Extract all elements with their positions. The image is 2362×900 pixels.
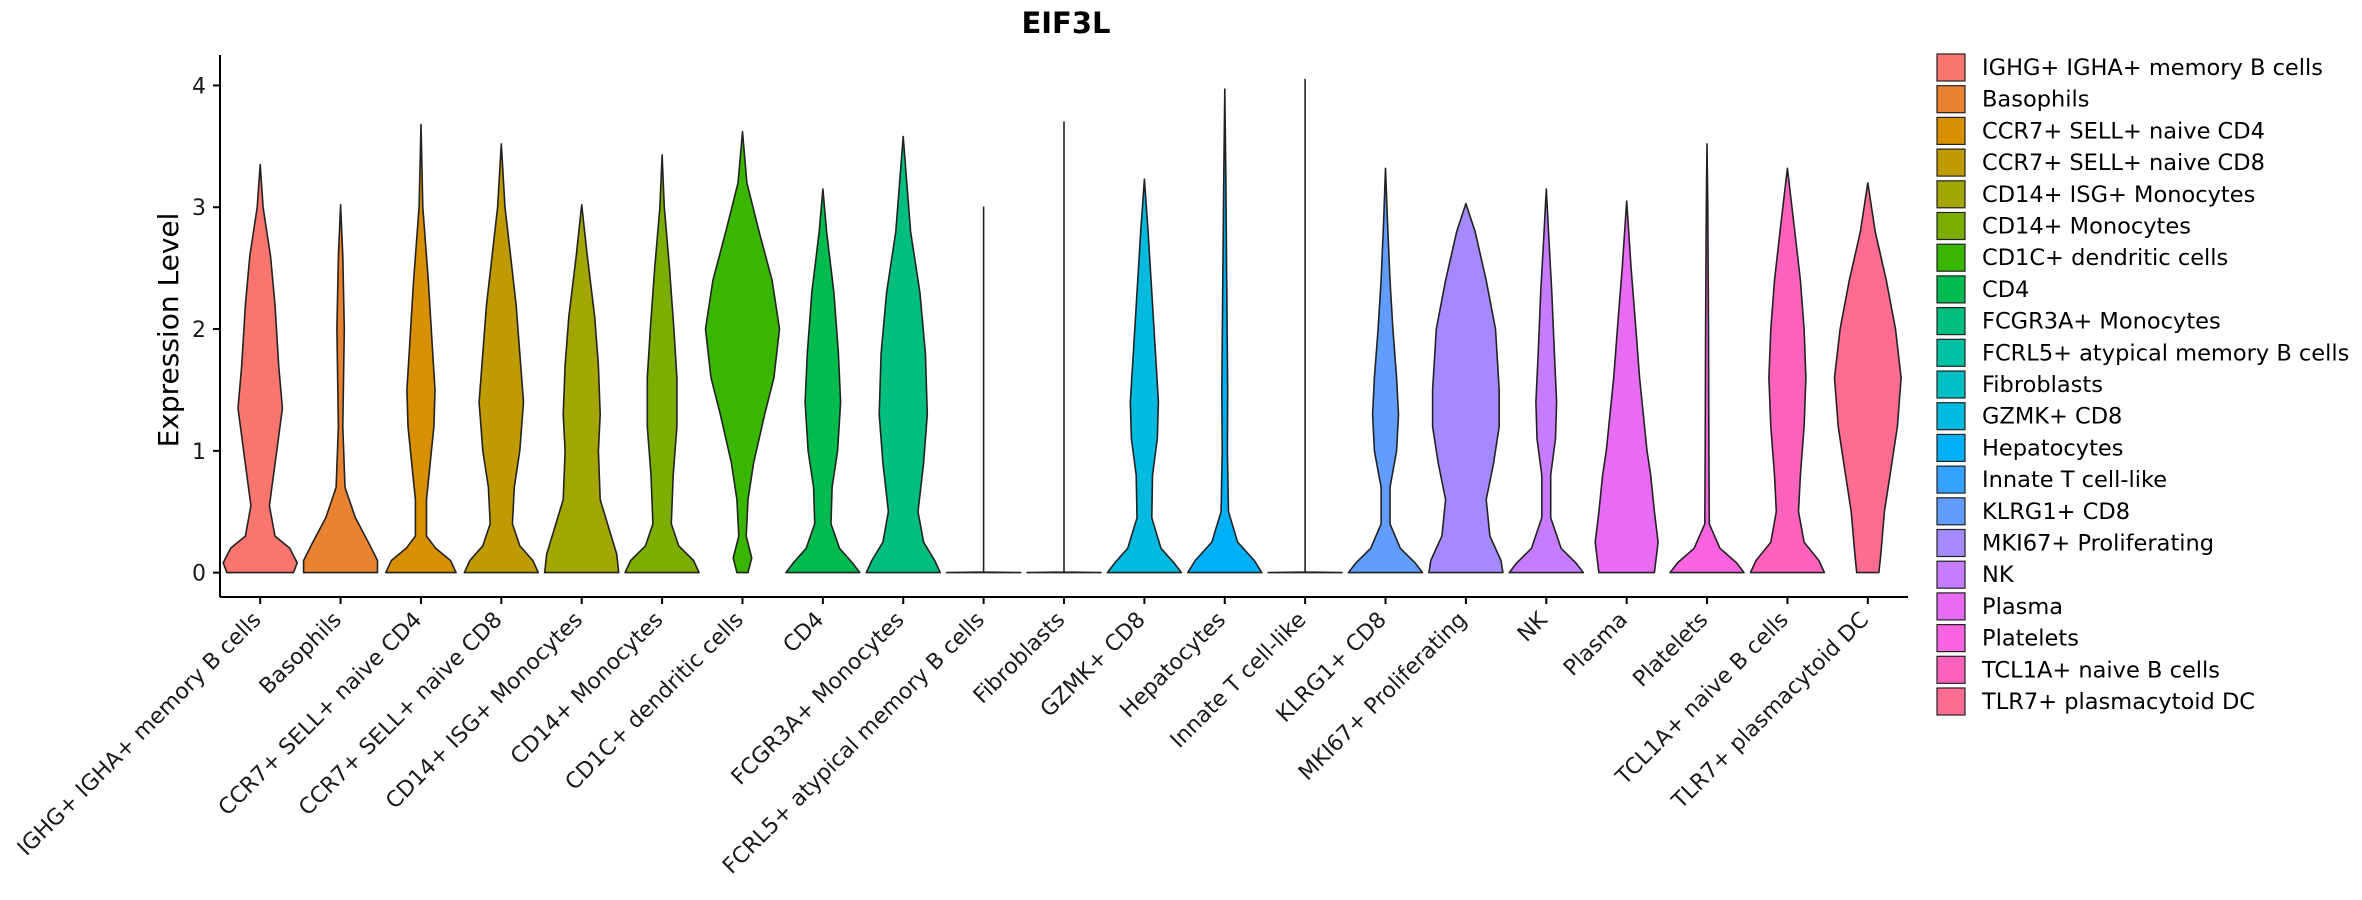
legend: IGHG+ IGHA+ memory B cells Basophils CCR7+… bbox=[1936, 53, 2349, 716]
legend-label-plasma: Plasma bbox=[1982, 594, 2063, 620]
x-tick-label-nk: NK bbox=[1513, 607, 1553, 647]
legend-swatch-ccr7-sell-naive-cd8 bbox=[1936, 148, 1966, 177]
y-tick-label: 2 bbox=[192, 318, 206, 343]
violin-gzmk-cd8 bbox=[1106, 178, 1183, 574]
violin-nk bbox=[1508, 188, 1585, 574]
legend-label-tcl1a-naive-b-cells: TCL1A+ naive B cells bbox=[1981, 657, 2220, 683]
legend-label-cd14-isg-monocytes: CD14+ ISG+ Monocytes bbox=[1982, 182, 2255, 208]
x-tick-label-plasma: Plasma bbox=[1559, 608, 1633, 682]
legend-swatch-fcrl5-atypical-memory-b-cells bbox=[1936, 338, 1966, 367]
violin-fcrl5-atypical-memory-b-cells bbox=[945, 206, 1022, 574]
legend-swatch-nk bbox=[1936, 560, 1966, 589]
legend-label-ccr7-sell-naive-cd8: CCR7+ SELL+ naive CD8 bbox=[1982, 150, 2265, 176]
violins-group bbox=[222, 78, 1902, 574]
x-tick-label-cd4: CD4 bbox=[779, 608, 829, 658]
x-tick-label-platelets: Platelets bbox=[1629, 608, 1714, 693]
legend-label-ighg-igha-memory-b-cells: IGHG+ IGHA+ memory B cells bbox=[1982, 55, 2323, 81]
chart-title: EIF3L bbox=[1021, 6, 1110, 40]
legend-swatch-klrg1-cd8 bbox=[1936, 497, 1966, 526]
violin-hepatocytes bbox=[1187, 88, 1263, 574]
legend-label-fibroblasts: Fibroblasts bbox=[1982, 372, 2103, 398]
legend-label-fcgr3a-monocytes: FCGR3A+ Monocytes bbox=[1982, 309, 2221, 335]
x-tick-label-ighg-igha-memory-b-cells: IGHG+ IGHA+ memory B cells bbox=[13, 608, 266, 861]
legend-label-gzmk-cd8: GZMK+ CD8 bbox=[1982, 404, 2122, 430]
legend-label-cd4: CD4 bbox=[1982, 277, 2029, 303]
legend-swatch-cd14-monocytes bbox=[1936, 211, 1966, 241]
legend-swatch-hepatocytes bbox=[1936, 433, 1966, 462]
violin-cd14-monocytes bbox=[624, 154, 700, 574]
legend-swatch-platelets bbox=[1936, 623, 1966, 653]
violin-innate-t-cell-like bbox=[1267, 78, 1343, 574]
legend-label-hepatocytes: Hepatocytes bbox=[1982, 435, 2124, 461]
legend-swatch-tcl1a-naive-b-cells bbox=[1936, 655, 1966, 684]
y-tick-label: 1 bbox=[192, 440, 206, 465]
x-tick-label-mki67-proliferating: MKI67+ Proliferating bbox=[1294, 608, 1472, 786]
y-axis-label: Expression Level bbox=[152, 213, 185, 448]
x-tick-label-cd14-monocytes: CD14+ Monocytes bbox=[506, 608, 668, 770]
x-tick-label-innate-t-cell-like: Innate T cell-like bbox=[1166, 608, 1312, 754]
violin-cd14-isg-monocytes bbox=[543, 204, 620, 574]
legend-label-klrg1-cd8: KLRG1+ CD8 bbox=[1982, 499, 2130, 525]
y-tick-label: 4 bbox=[192, 74, 206, 99]
legend-label-fcrl5-atypical-memory-b-cells: FCRL5+ atypical memory B cells bbox=[1982, 340, 2349, 366]
legend-swatch-cd14-isg-monocytes bbox=[1936, 180, 1966, 209]
violin-ccr7-sell-naive-cd8 bbox=[463, 143, 540, 574]
legend-label-tlr7-plasmacytoid-dc: TLR7+ plasmacytoid DC bbox=[1981, 689, 2255, 715]
legend-swatch-tlr7-plasmacytoid-dc bbox=[1936, 687, 1966, 716]
y-tick-label: 0 bbox=[192, 562, 206, 587]
violin-fcgr3a-monocytes bbox=[865, 135, 941, 574]
legend-label-mki67-proliferating: MKI67+ Proliferating bbox=[1982, 531, 2214, 557]
violin-fibroblasts bbox=[1026, 121, 1102, 574]
violin-mki67-proliferating bbox=[1428, 202, 1504, 574]
x-ticks-group: IGHG+ IGHA+ memory B cellsBasophilsCCR7+… bbox=[13, 597, 1874, 879]
legend-swatch-innate-t-cell-like bbox=[1936, 465, 1966, 494]
legend-label-cd14-monocytes: CD14+ Monocytes bbox=[1982, 214, 2191, 240]
legend-swatch-cd1c-dendritic-cells bbox=[1936, 243, 1966, 272]
legend-label-ccr7-sell-naive-cd4: CCR7+ SELL+ naive CD4 bbox=[1982, 118, 2265, 144]
violin-cd4 bbox=[785, 188, 861, 574]
y-ticks-group: 0 1 2 3 4 bbox=[192, 74, 220, 587]
legend-label-innate-t-cell-like: Innate T cell-like bbox=[1982, 467, 2167, 493]
legend-swatch-gzmk-cd8 bbox=[1936, 402, 1966, 431]
legend-swatch-plasma bbox=[1936, 592, 1966, 621]
y-tick-label: 3 bbox=[192, 196, 206, 221]
legend-label-basophils: Basophils bbox=[1982, 87, 2089, 113]
legend-swatch-cd4 bbox=[1936, 275, 1966, 304]
violin-platelets bbox=[1669, 143, 1745, 574]
legend-label-platelets: Platelets bbox=[1982, 626, 2079, 652]
legend-swatch-ccr7-sell-naive-cd4 bbox=[1936, 116, 1966, 146]
violin-tlr7-plasmacytoid-dc bbox=[1833, 182, 1902, 574]
violin-cd1c-dendritic-cells bbox=[704, 130, 781, 574]
legend-swatch-basophils bbox=[1936, 85, 1966, 114]
legend-swatch-fcgr3a-monocytes bbox=[1936, 307, 1966, 336]
violin-tcl1a-naive-b-cells bbox=[1749, 167, 1826, 574]
legend-swatch-fibroblasts bbox=[1936, 370, 1966, 399]
legend-label-nk: NK bbox=[1982, 562, 2015, 588]
violin-ccr7-sell-naive-cd4 bbox=[385, 123, 457, 574]
violin-klrg1-cd8 bbox=[1347, 167, 1424, 574]
violin-plasma bbox=[1594, 200, 1659, 574]
legend-label-cd1c-dendritic-cells: CD1C+ dendritic cells bbox=[1982, 245, 2228, 271]
legend-swatch-ighg-igha-memory-b-cells bbox=[1936, 53, 1966, 82]
violin-ighg-igha-memory-b-cells bbox=[222, 163, 298, 574]
violin-basophils bbox=[302, 204, 379, 574]
legend-swatch-mki67-proliferating bbox=[1936, 528, 1966, 558]
